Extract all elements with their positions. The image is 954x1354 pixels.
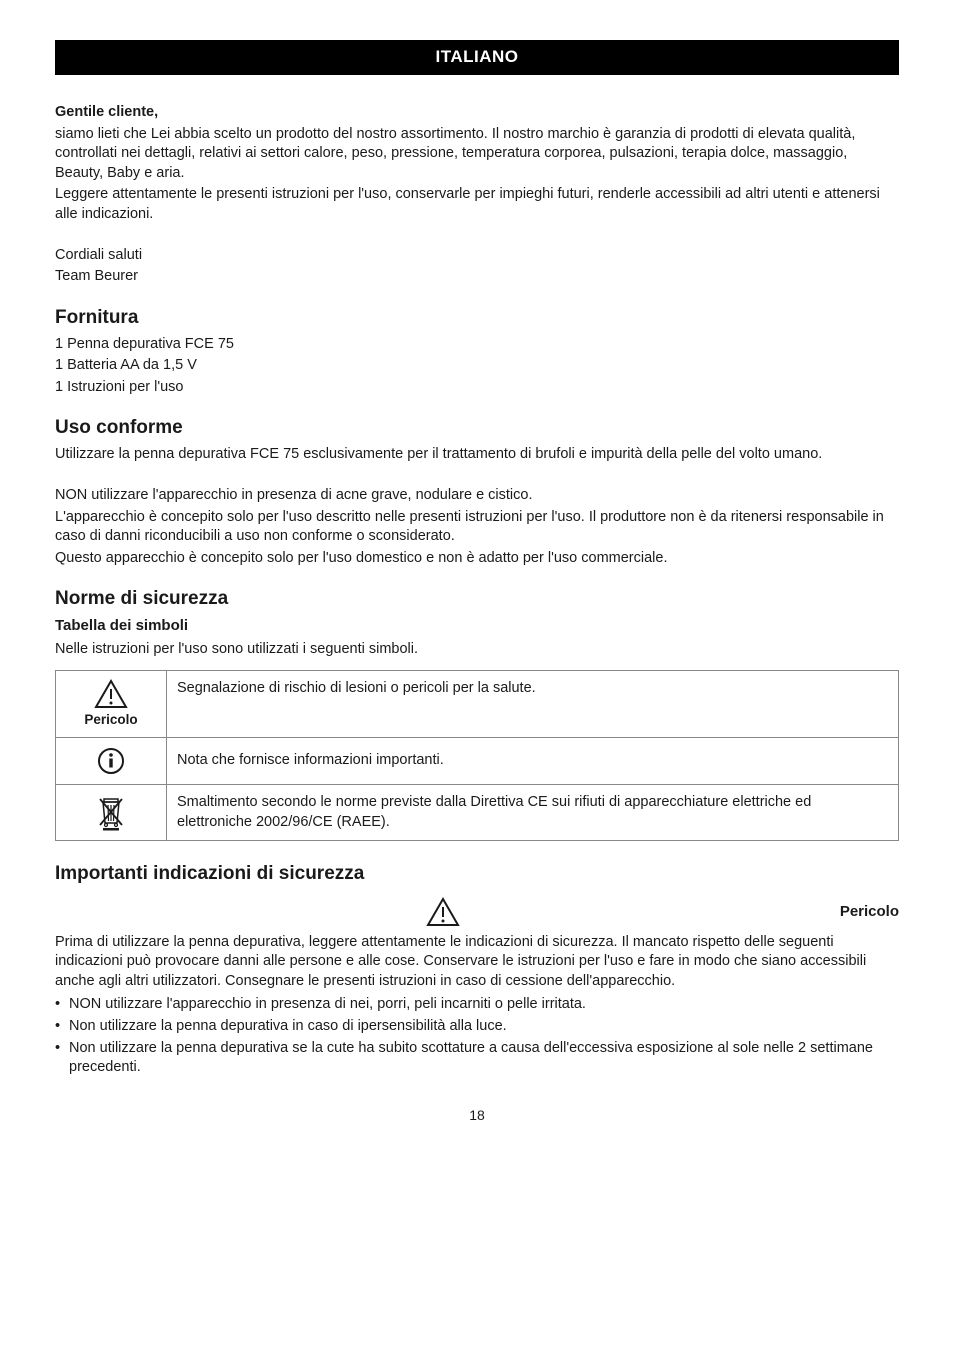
warning-row: Pericolo xyxy=(55,897,899,927)
signoff-2: Team Beurer xyxy=(55,267,899,287)
greeting-block: Gentile cliente, siamo lieti che Lei abb… xyxy=(55,103,899,287)
section-norme-title: Norme di sicurezza xyxy=(55,586,899,612)
info-circle-icon xyxy=(96,746,126,776)
fornitura-item-2: 1 Istruzioni per l'uso xyxy=(55,378,899,398)
list-item: Non utilizzare la penna depurativa in ca… xyxy=(55,1017,899,1037)
section-importanti-title: Importanti indicazioni di sicurezza xyxy=(55,861,899,887)
uso-p3: L'apparecchio è concepito solo per l'uso… xyxy=(55,508,899,547)
norme-subtitle: Tabella dei simboli xyxy=(55,616,899,636)
table-row: Nota che fornisce informazioni important… xyxy=(56,738,899,785)
table-row: Pericolo Segnalazione di rischio di lesi… xyxy=(56,670,899,737)
section-uso-title: Uso conforme xyxy=(55,415,899,441)
fornitura-item-1: 1 Batteria AA da 1,5 V xyxy=(55,356,899,376)
importanti-p1: Prima di utilizzare la penna depurativa,… xyxy=(55,933,899,992)
greeting-p1: siamo lieti che Lei abbia scelto un prod… xyxy=(55,125,899,184)
warning-label: Pericolo xyxy=(840,902,899,922)
table-row: Smaltimento secondo le norme previste da… xyxy=(56,785,899,841)
symbol-label: Pericolo xyxy=(66,711,156,729)
symbols-table: Pericolo Segnalazione di rischio di lesi… xyxy=(55,670,899,841)
uso-p2: NON utilizzare l'apparecchio in presenza… xyxy=(55,486,899,506)
crossed-bin-icon xyxy=(94,795,128,831)
norme-intro: Nelle istruzioni per l'uso sono utilizza… xyxy=(55,640,899,660)
signoff-1: Cordiali saluti xyxy=(55,246,899,266)
list-item: NON utilizzare l'apparecchio in presenza… xyxy=(55,995,899,1015)
fornitura-item-0: 1 Penna depurativa FCE 75 xyxy=(55,335,899,355)
list-item: Non utilizzare la penna depurativa se la… xyxy=(55,1039,899,1078)
uso-p4: Questo apparecchio è concepito solo per … xyxy=(55,549,899,569)
warning-triangle-icon xyxy=(426,897,460,927)
symbol-cell-info xyxy=(56,738,167,785)
greeting-p2: Leggere attentamente le presenti istruzi… xyxy=(55,185,899,224)
symbol-desc: Segnalazione di rischio di lesioni o per… xyxy=(167,670,899,737)
symbol-cell-warning: Pericolo xyxy=(56,670,167,737)
bullet-list: NON utilizzare l'apparecchio in presenza… xyxy=(55,995,899,1077)
uso-p1: Utilizzare la penna depurativa FCE 75 es… xyxy=(55,445,899,465)
salutation: Gentile cliente, xyxy=(55,103,899,123)
symbol-cell-weee xyxy=(56,785,167,841)
section-fornitura-title: Fornitura xyxy=(55,305,899,331)
symbol-desc: Smaltimento secondo le norme previste da… xyxy=(167,785,899,841)
symbol-desc: Nota che fornisce informazioni important… xyxy=(167,738,899,785)
warning-triangle-icon xyxy=(94,679,128,709)
page-number: 18 xyxy=(55,1106,899,1125)
language-header: ITALIANO xyxy=(55,40,899,75)
